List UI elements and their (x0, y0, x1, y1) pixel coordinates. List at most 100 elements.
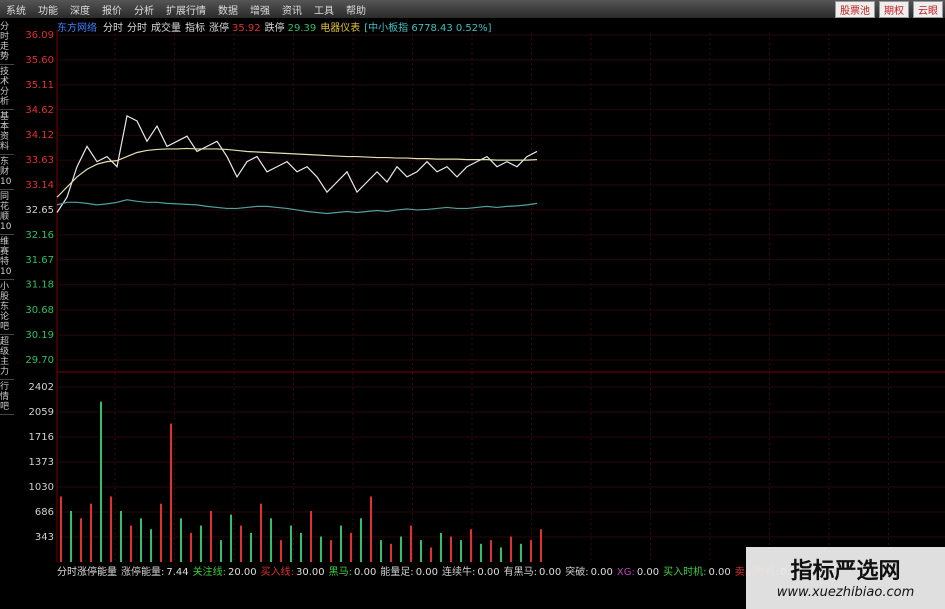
value: 35.92 (232, 23, 261, 34)
volume-bar (90, 503, 92, 562)
volume-bar (140, 518, 142, 562)
volume-bar (290, 525, 292, 562)
indicator-value: 0.00 (354, 567, 377, 578)
indicator-value: 0.00 (590, 567, 613, 578)
volume-bar (200, 525, 202, 562)
menu-button[interactable]: 云眼 (913, 0, 943, 18)
volume-bar (220, 540, 222, 562)
y-tick-label: 686 (35, 507, 54, 518)
volume-bar (340, 525, 342, 562)
volume-bar (120, 511, 122, 562)
menu-item[interactable]: 资讯 (282, 5, 302, 17)
menu-item[interactable]: 增强 (250, 5, 270, 17)
volume-bar (210, 511, 212, 562)
volume-bar (460, 540, 462, 562)
indicator-label: 有黑马: (503, 567, 537, 578)
menu-item[interactable]: 系统 (6, 5, 26, 17)
indicator-label: 黑马: (328, 567, 353, 578)
label: 涨停 (209, 23, 229, 34)
chart-tab[interactable]: 成交量 (151, 23, 181, 34)
indicator-label: 买入线: (260, 567, 295, 578)
menu-button[interactable]: 期权 (879, 0, 909, 18)
y-tick-label: 2402 (29, 382, 54, 393)
volume-bar (170, 423, 172, 562)
indicator-value: 0.00 (415, 567, 438, 578)
volume-bar (360, 518, 362, 562)
y-tick-label: 34.12 (25, 130, 54, 141)
indicator-value: 0.00 (708, 567, 731, 578)
volume-bar (130, 525, 132, 562)
volume-bar (160, 503, 162, 562)
side-tab[interactable]: 东财10 (0, 155, 14, 190)
menu-item[interactable]: 深度 (70, 5, 90, 17)
menu-item[interactable]: 扩展行情 (166, 5, 206, 17)
side-tab[interactable]: 技术分析 (0, 65, 14, 110)
y-tick-label: 32.65 (25, 205, 54, 216)
volume-bar (500, 547, 502, 562)
indicator-label: 涨停能量: (121, 567, 165, 578)
side-tab[interactable]: 维赛特10 (0, 235, 14, 280)
volume-bar (190, 532, 192, 562)
y-tick-label: 34.62 (25, 105, 54, 116)
volume-bar (60, 496, 62, 562)
y-tick-label: 1716 (29, 432, 54, 443)
volume-bar (450, 536, 452, 562)
volume-bar (410, 525, 412, 562)
menu-item[interactable]: 帮助 (346, 5, 366, 17)
volume-bar (530, 540, 532, 562)
volume-bar (510, 536, 512, 562)
indicator-value: 0.00 (538, 567, 562, 578)
volume-bar (150, 529, 152, 562)
y-tick-label: 33.14 (25, 180, 54, 191)
volume-bar (390, 543, 392, 562)
volume-bar (300, 532, 302, 562)
side-tab[interactable]: 超级主力 (0, 335, 14, 380)
volume-bar (440, 532, 442, 562)
side-tab[interactable]: 同花顺10 (0, 190, 14, 235)
volume-bar (490, 540, 492, 562)
volume-bar (520, 543, 522, 562)
source: 东方网络 (57, 23, 97, 34)
side-tab[interactable]: 基本资料 (0, 110, 14, 155)
menu-item[interactable]: 报价 (102, 5, 122, 17)
indicator-value: 30.00 (296, 567, 325, 578)
menu-item[interactable]: 功能 (38, 5, 58, 17)
y-tick-label: 1030 (29, 482, 54, 493)
volume-bar (330, 540, 332, 562)
volume-bar (100, 401, 102, 562)
y-tick-label: 36.09 (25, 30, 54, 41)
price-line (56, 147, 538, 198)
indicator-value: 0.00 (636, 567, 660, 578)
menu-item[interactable]: 分析 (134, 5, 154, 17)
volume-bar (380, 540, 382, 562)
volume-bar (180, 518, 182, 562)
y-tick-label: 30.19 (25, 330, 54, 341)
y-tick-label: 35.11 (25, 80, 54, 91)
info-bar: 东方网络 分时 分时 成交量 指标 涨停 35.92 跌停 29.39 电器仪表 [中小板指 677… (57, 19, 492, 34)
y-tick-label: 35.60 (25, 55, 54, 66)
chart-tab[interactable]: 指标 (185, 23, 205, 34)
volume-bar (310, 511, 312, 562)
indicator-label: 连续牛: (441, 567, 476, 578)
y-tick-label: 33.63 (25, 155, 54, 166)
side-tab[interactable]: 小股东论吧 (0, 280, 14, 335)
volume-bar (480, 543, 482, 562)
volume-bar (420, 540, 422, 562)
y-tick-label: 1373 (29, 457, 54, 468)
side-tab[interactable]: 行情吧 (0, 380, 14, 415)
volume-bar (240, 525, 242, 562)
volume-bar (280, 540, 282, 562)
menu-item[interactable]: 工具 (314, 5, 334, 17)
chart-tab[interactable]: 分时 (127, 23, 147, 34)
price-line (56, 114, 538, 213)
indicator-value: 20.00 (228, 567, 257, 578)
side-tab[interactable]: 分时走势 (0, 20, 14, 65)
y-tick-label: 29.70 (25, 355, 54, 366)
menu-button[interactable]: 股票池 (835, 0, 875, 18)
menu-item[interactable]: 数据 (218, 5, 238, 17)
volume-bar (110, 496, 112, 562)
chart-tab[interactable]: 分时 (103, 23, 123, 34)
watermark-url: www.xuezhibiao.com (776, 585, 915, 600)
